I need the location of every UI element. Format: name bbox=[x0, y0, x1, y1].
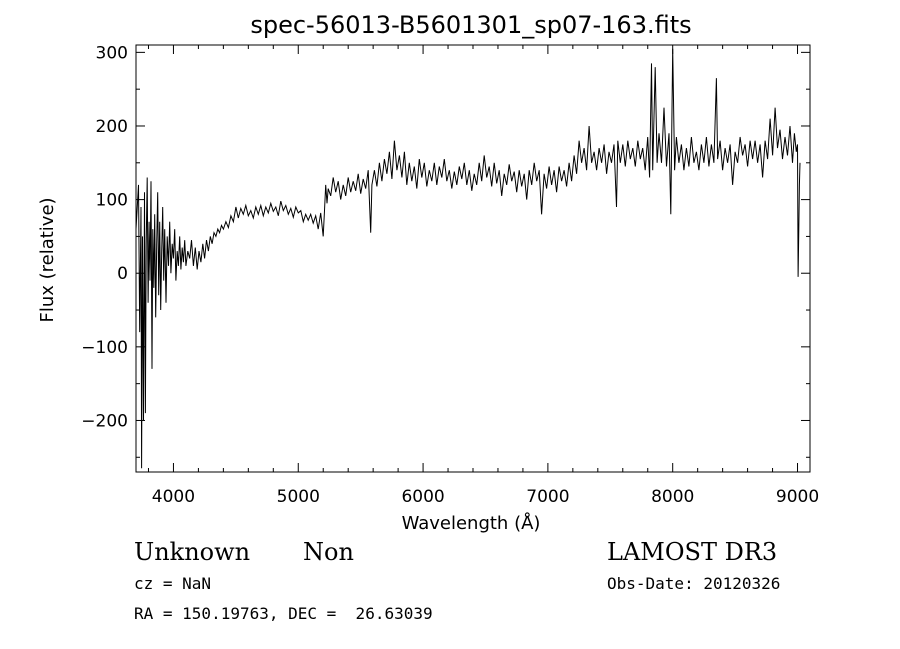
object-class: Unknown bbox=[134, 538, 251, 566]
coordinates-text: RA = 150.19763, DEC = 26.63039 bbox=[134, 604, 433, 623]
survey-name: LAMOST DR3 bbox=[607, 538, 778, 566]
plot-frame bbox=[135, 44, 811, 473]
x-tick-label: 4000 bbox=[152, 487, 195, 507]
chart-title: spec-56013-B5601301_sp07-163.fits bbox=[250, 11, 691, 39]
x-axis-label: Wavelength (Å) bbox=[402, 512, 541, 534]
y-tick-label: −100 bbox=[81, 338, 128, 358]
spectrum-line-0 bbox=[135, 48, 801, 469]
y-tick-label: 100 bbox=[96, 191, 128, 211]
x-tick-label: 5000 bbox=[277, 487, 320, 507]
y-tick-label: 0 bbox=[117, 264, 128, 284]
obs-date-text: Obs-Date: 20120326 bbox=[607, 574, 781, 593]
y-tick-label: 200 bbox=[96, 117, 128, 137]
redshift-text: cz = NaN bbox=[134, 574, 212, 593]
x-tick-label: 6000 bbox=[401, 487, 444, 507]
y-tick-label: −200 bbox=[81, 411, 128, 431]
y-tick-label: 300 bbox=[96, 43, 128, 63]
x-tick-label: 8000 bbox=[651, 487, 694, 507]
object-subclass: Non bbox=[303, 538, 354, 566]
x-tick-label: 9000 bbox=[776, 487, 819, 507]
x-tick-label: 7000 bbox=[526, 487, 569, 507]
y-axis-label: Flux (relative) bbox=[37, 197, 58, 322]
